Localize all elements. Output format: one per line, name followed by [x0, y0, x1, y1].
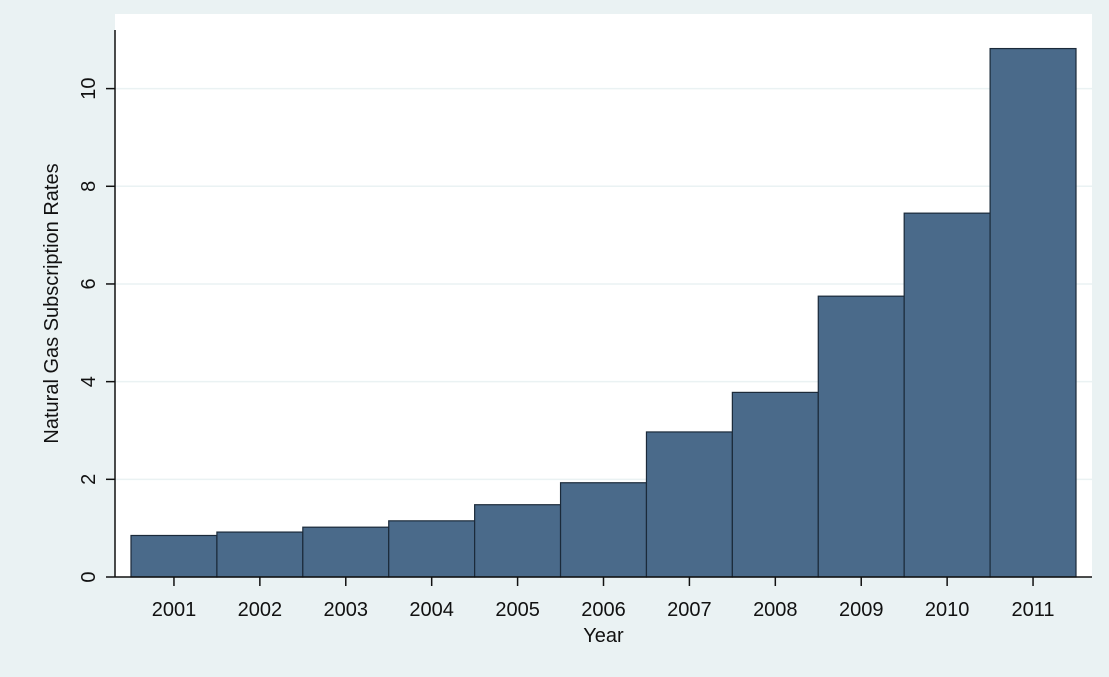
- y-tick-label-0: 0: [78, 571, 100, 582]
- y-tick-label-6: 6: [78, 278, 100, 289]
- x-tick-label-2003: 2003: [324, 599, 369, 621]
- x-axis-title: Year: [583, 625, 624, 647]
- bar-2004: [388, 520, 476, 578]
- bar-2007: [645, 431, 733, 578]
- y-tick-label-8: 8: [78, 181, 100, 192]
- x-tick-label-2004: 2004: [409, 599, 454, 621]
- x-tick-label-2006: 2006: [581, 599, 626, 621]
- x-tick-label-2010: 2010: [925, 599, 970, 621]
- x-tick-label-2001: 2001: [152, 599, 197, 621]
- bar-2001: [130, 534, 218, 578]
- x-tick-label-2005: 2005: [495, 599, 540, 621]
- y-tick-label-4: 4: [78, 376, 100, 387]
- x-tick-label-2008: 2008: [753, 599, 798, 621]
- x-tick-label-2002: 2002: [238, 599, 283, 621]
- x-ticks: 2001 2002 2003 2004 2005 2006 2007 2008 2009 2010…: [152, 577, 1055, 621]
- bars: [130, 47, 1077, 578]
- x-tick-label-2009: 2009: [839, 599, 884, 621]
- x-tick-label-2011: 2011: [1012, 599, 1055, 621]
- x-tick-label-2007: 2007: [667, 599, 712, 621]
- bar-2008: [731, 391, 819, 578]
- y-ticks: 0 2 4 6 8 10: [78, 77, 115, 583]
- bar-2010: [903, 212, 991, 578]
- bar-2005: [474, 504, 562, 578]
- bar-2006: [559, 482, 648, 578]
- y-tick-label-2: 2: [78, 474, 100, 485]
- bar-2003: [302, 526, 390, 578]
- bar-2011: [989, 47, 1077, 578]
- y-axis-title: Natural Gas Subscription Rates: [41, 163, 63, 443]
- y-tick-label-10: 10: [78, 77, 100, 99]
- bar-2009: [817, 295, 905, 578]
- bar-2002: [216, 531, 304, 578]
